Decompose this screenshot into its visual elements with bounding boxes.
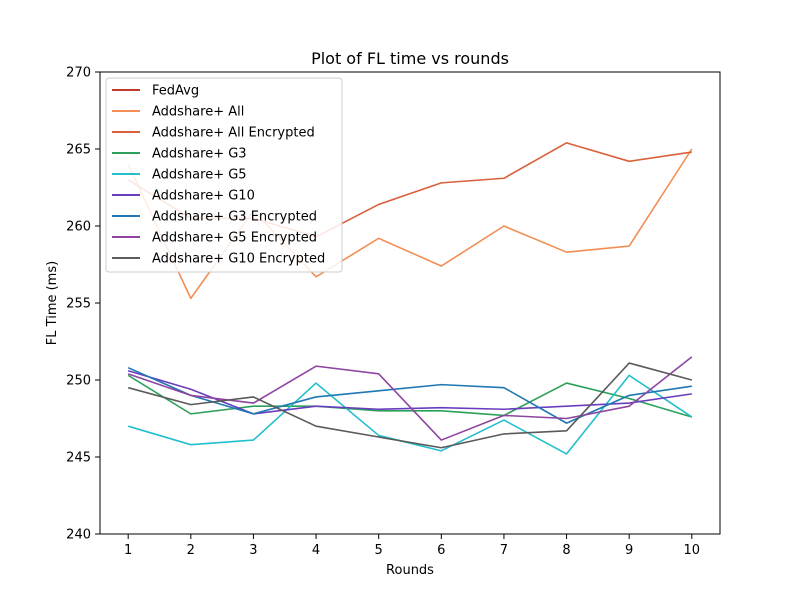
legend-frame (105, 77, 343, 273)
x-tick-label: 10 (684, 543, 701, 558)
x-tick-label: 2 (187, 543, 195, 558)
x-axis: 1 2 3 4 5 6 7 8 9 10 (124, 534, 700, 558)
series-line-8 (127, 356, 693, 441)
series-line-9 (127, 362, 693, 449)
x-tick-label: 8 (562, 543, 570, 558)
legend-label: Addshare+ All Encrypted (152, 126, 315, 141)
legend-label: Addshare+ G5 Encrypted (152, 231, 317, 246)
y-tick-label: 265 (66, 143, 91, 158)
legend-entries: FedAvg Addshare+ All Addshare+ All Encrypt… (112, 84, 325, 267)
y-tick-label: 255 (66, 297, 91, 312)
legend-label: FedAvg (152, 84, 199, 99)
y-tick-label: 240 (66, 528, 91, 543)
y-tick-label: 245 (66, 451, 91, 466)
legend-label: Addshare+ G5 (152, 168, 247, 183)
legend: FedAvg Addshare+ All Addshare+ All Encrypt… (105, 77, 343, 273)
series-line-4 (127, 374, 693, 418)
legend-label: Addshare+ G3 Encrypted (152, 210, 317, 225)
legend-label: Addshare+ All (152, 105, 244, 120)
chart-title: Plot of FL time vs rounds (311, 49, 509, 68)
x-tick-label: 5 (375, 543, 383, 558)
x-tick-label: 4 (312, 543, 320, 558)
y-tick-label: 260 (66, 220, 91, 235)
y-axis: 240 245 250 255 260 265 270 (66, 66, 100, 543)
x-tick-label: 7 (500, 543, 508, 558)
legend-label: Addshare+ G3 (152, 147, 247, 162)
x-tick-label: 1 (124, 543, 132, 558)
x-tick-label: 6 (437, 543, 445, 558)
y-tick-label: 270 (66, 66, 91, 81)
y-axis-label: FL Time (ms) (45, 261, 60, 345)
plot-area: 1 2 3 4 5 6 7 8 9 10 240 245 250 255 260 265 270 (66, 66, 721, 558)
y-tick-label: 250 (66, 374, 91, 389)
series-line-7 (127, 366, 692, 424)
x-tick-label: 9 (625, 543, 633, 558)
legend-label: Addshare+ G10 Encrypted (152, 252, 325, 267)
x-tick-label: 3 (249, 543, 257, 558)
x-axis-label: Rounds (386, 563, 434, 578)
legend-label: Addshare+ G10 (152, 189, 255, 204)
